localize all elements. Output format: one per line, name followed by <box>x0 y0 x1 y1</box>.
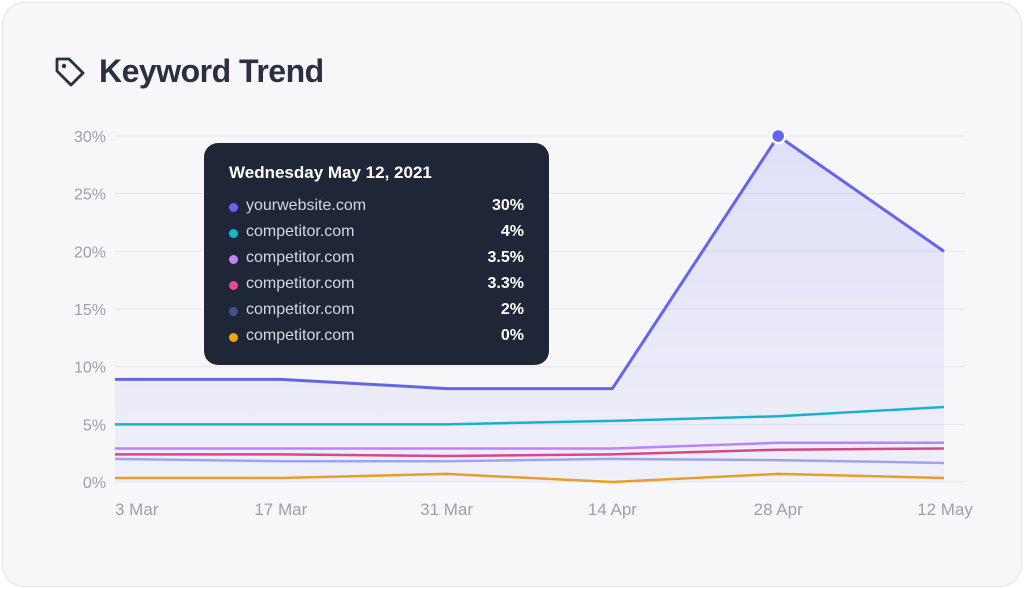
tooltip-row: competitor.com 3.5% <box>229 249 524 269</box>
tooltip-row: competitor.com 4% <box>229 223 524 243</box>
tooltip-series-value: 4% <box>500 223 524 240</box>
tooltip-row: competitor.com 0% <box>229 327 524 347</box>
series-color-dot <box>229 255 238 264</box>
tooltip-series-name: yourwebsite.com <box>246 197 367 214</box>
series-color-dot <box>229 281 238 290</box>
tooltip-row: yourwebsite.com 30% <box>229 197 524 217</box>
tooltip-series-name: competitor.com <box>246 223 355 240</box>
y-tick-label: 5% <box>83 417 106 434</box>
series-color-dot <box>229 333 238 342</box>
y-tick-label: 0% <box>83 475 106 492</box>
highlighted-data-point <box>769 127 787 145</box>
x-tick-label: 28 Apr <box>754 500 803 519</box>
y-tick-label: 15% <box>74 302 106 319</box>
x-tick-label: 12 May <box>917 500 973 519</box>
tooltip-series-value: 3.5% <box>487 249 524 266</box>
series-color-dot <box>229 307 238 316</box>
series-color-dot <box>229 229 238 238</box>
tooltip-series-name: competitor.com <box>246 327 355 344</box>
chart-title: Keyword Trend <box>99 53 324 89</box>
x-tick-label: 17 Mar <box>254 500 307 519</box>
tooltip-series-name: competitor.com <box>246 249 355 266</box>
tooltip-series-name: competitor.com <box>246 275 355 292</box>
tooltip-row: competitor.com 2% <box>229 301 524 321</box>
y-tick-label: 20% <box>74 244 106 261</box>
series-area-0 <box>115 136 944 482</box>
y-tick-label: 25% <box>74 187 106 204</box>
tooltip-series-value: 2% <box>500 301 524 318</box>
tooltip-row: competitor.com 3.3% <box>229 275 524 295</box>
x-tick-label: 31 Mar <box>420 500 473 519</box>
x-tick-label: 14 Apr <box>588 500 637 519</box>
x-tick-label: 3 Mar <box>115 500 159 519</box>
y-tick-label: 10% <box>74 360 106 377</box>
tag-icon <box>55 57 85 87</box>
series-line-0 <box>115 134 945 391</box>
tooltip-date: Wednesday May 12, 2021 <box>229 163 432 182</box>
tooltip-series-value: 0% <box>500 327 524 344</box>
tooltip-series-value: 3.3% <box>487 275 524 292</box>
tooltip-series-value: 30% <box>491 197 524 214</box>
y-tick-label: 30% <box>74 129 106 146</box>
series-color-dot <box>229 203 238 212</box>
chart-tooltip: Wednesday May 12, 2021 yourwebsite.com 30… <box>204 143 549 365</box>
tooltip-series-name: competitor.com <box>246 301 355 318</box>
